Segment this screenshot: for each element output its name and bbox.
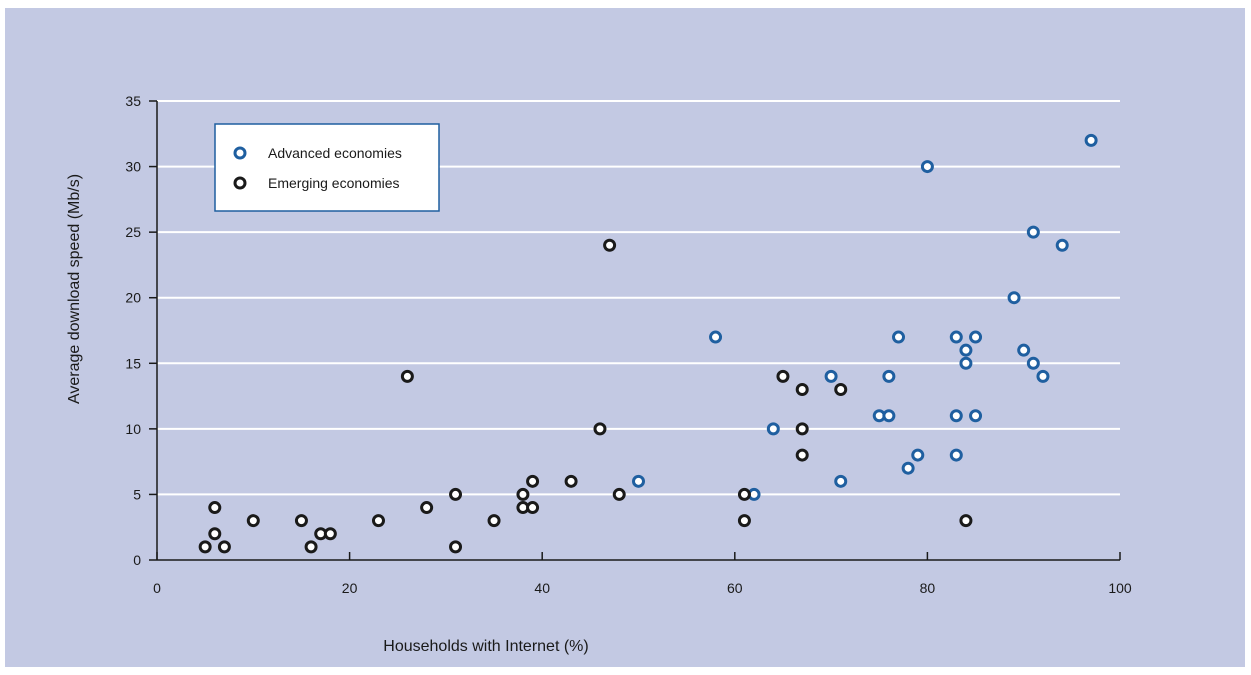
point-emerging-economies	[795, 448, 809, 462]
y-tick-label: 25	[125, 224, 141, 240]
point-advanced-economies	[1036, 369, 1050, 383]
legend-marker-advanced-economies	[233, 146, 247, 160]
x-tick-labels: 0 20 40 60 80 100	[153, 580, 1132, 596]
point-advanced-economies	[959, 343, 973, 357]
point-emerging-economies	[246, 514, 260, 528]
legend-label-advanced-economies: Advanced economies	[268, 145, 402, 161]
y-tick-label: 20	[125, 290, 141, 306]
point-advanced-economies	[1017, 343, 1031, 357]
point-emerging-economies	[737, 487, 751, 501]
legend-label-emerging-economies: Emerging economies	[268, 175, 400, 191]
point-advanced-economies	[766, 422, 780, 436]
y-tick-label: 30	[125, 159, 141, 175]
point-emerging-economies	[612, 487, 626, 501]
point-emerging-economies	[737, 514, 751, 528]
x-tick-label: 0	[153, 580, 161, 596]
point-advanced-economies	[824, 369, 838, 383]
point-emerging-economies	[198, 540, 212, 554]
scatter-chart: 0 5 10 15 20 25 30 35 0 20 40 60 80 100 Households w…	[5, 8, 1245, 667]
point-advanced-economies	[969, 330, 983, 344]
point-emerging-economies	[304, 540, 318, 554]
point-advanced-economies	[911, 448, 925, 462]
point-emerging-economies	[400, 369, 414, 383]
point-emerging-economies	[487, 514, 501, 528]
x-tick-label: 40	[534, 580, 550, 596]
chart-background	[5, 8, 1245, 667]
point-emerging-economies	[208, 527, 222, 541]
point-advanced-economies	[632, 474, 645, 488]
data-points	[198, 133, 1098, 554]
y-tick-label: 10	[125, 421, 141, 437]
x-tick-label: 20	[342, 580, 358, 596]
y-tick-label: 5	[133, 486, 141, 502]
point-advanced-economies	[959, 356, 973, 370]
y-tick-label: 15	[125, 355, 141, 371]
point-advanced-economies	[1055, 238, 1069, 252]
point-advanced-economies	[892, 330, 906, 344]
point-advanced-economies	[1026, 225, 1040, 239]
chart-panel: 0 5 10 15 20 25 30 35 0 20 40 60 80 100 Households w…	[5, 8, 1245, 667]
point-emerging-economies	[208, 501, 222, 515]
point-advanced-economies	[834, 474, 848, 488]
legend: Advanced economies Emerging economies	[214, 123, 440, 212]
y-tick-label: 35	[125, 93, 141, 109]
point-emerging-economies	[323, 527, 337, 541]
x-tick-label: 80	[920, 580, 936, 596]
point-advanced-economies	[949, 330, 963, 344]
point-emerging-economies	[603, 238, 617, 252]
point-emerging-economies	[294, 514, 308, 528]
point-advanced-economies	[882, 369, 896, 383]
point-emerging-economies	[593, 422, 607, 436]
point-emerging-economies	[834, 383, 848, 397]
axes	[149, 100, 1121, 561]
point-advanced-economies	[949, 409, 963, 423]
point-emerging-economies	[371, 514, 385, 528]
point-emerging-economies	[526, 474, 540, 488]
legend-box	[214, 123, 440, 212]
point-advanced-economies	[882, 409, 896, 423]
y-tick-labels: 0 5 10 15 20 25 30 35	[125, 93, 141, 568]
point-emerging-economies	[795, 383, 809, 397]
point-emerging-economies	[564, 474, 578, 488]
point-advanced-economies	[1007, 291, 1021, 305]
x-axis-title: Households with Internet (%)	[383, 638, 588, 655]
point-advanced-economies	[1026, 356, 1040, 370]
point-advanced-economies	[709, 330, 723, 344]
x-tick-label: 60	[727, 580, 743, 596]
point-emerging-economies	[526, 501, 540, 515]
y-axis-title: Average download speed (Mb/s)	[66, 174, 83, 404]
y-tick-label: 0	[133, 552, 141, 568]
legend-marker-emerging-economies	[233, 176, 247, 190]
point-advanced-economies	[949, 448, 963, 462]
point-emerging-economies	[449, 487, 463, 501]
point-advanced-economies	[1084, 133, 1098, 147]
point-advanced-economies	[969, 409, 983, 423]
point-emerging-economies	[449, 540, 463, 554]
point-emerging-economies	[420, 501, 434, 515]
point-emerging-economies	[776, 369, 790, 383]
x-tick-label: 100	[1108, 580, 1132, 596]
point-emerging-economies	[217, 540, 231, 554]
point-emerging-economies	[795, 422, 809, 436]
point-advanced-economies	[901, 461, 915, 475]
point-advanced-economies	[920, 160, 934, 174]
point-emerging-economies	[959, 514, 973, 528]
point-emerging-economies	[516, 487, 530, 501]
